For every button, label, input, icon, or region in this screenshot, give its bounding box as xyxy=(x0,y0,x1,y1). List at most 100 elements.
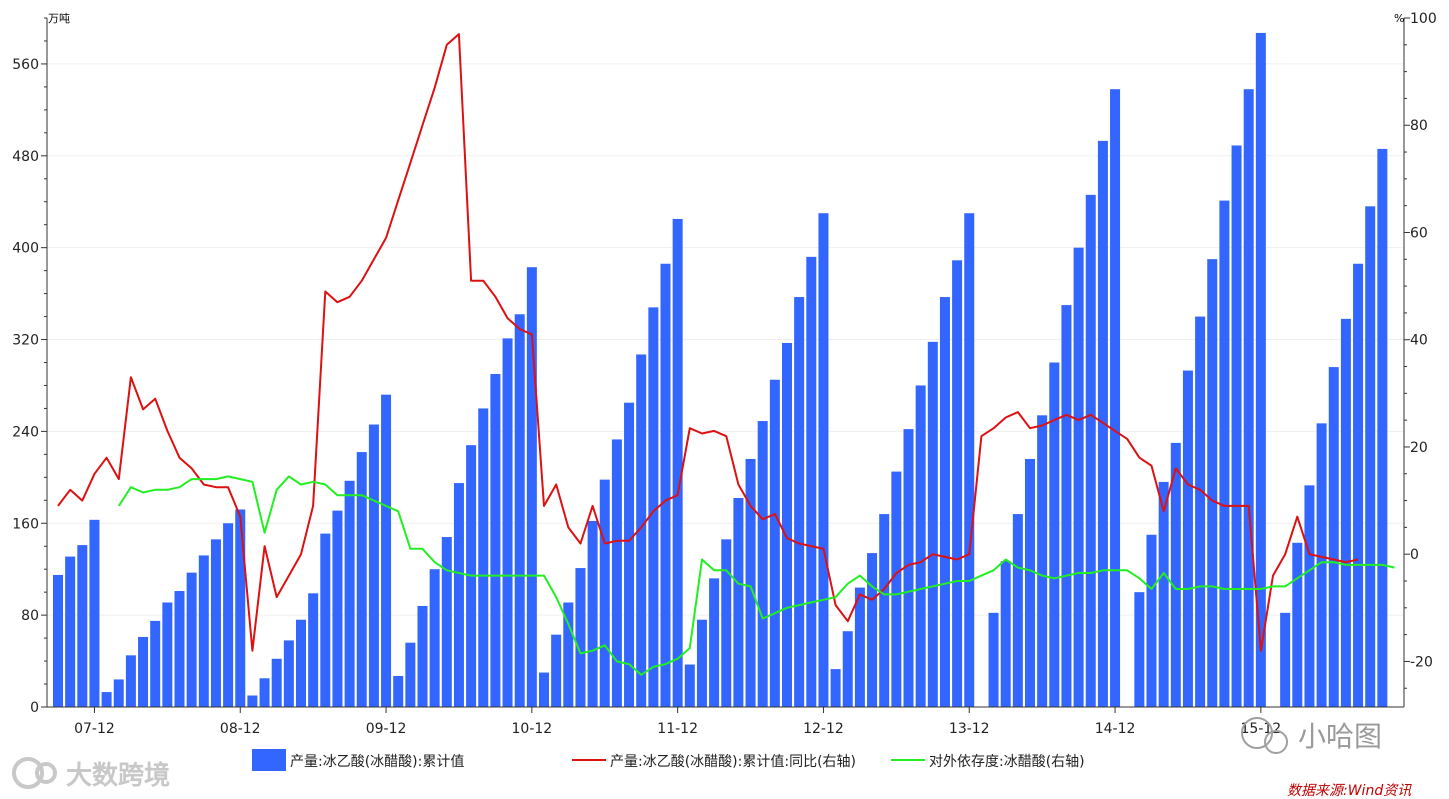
logo-icon-inner xyxy=(35,762,57,784)
bar xyxy=(757,421,768,707)
bar xyxy=(1207,259,1218,707)
legend-label-yoy: 产量:冰乙酸(冰醋酸):累计值:同比(右轴) xyxy=(610,754,856,770)
bar xyxy=(1061,305,1072,707)
svg-text:大数跨境: 大数跨境 xyxy=(66,760,170,791)
bar xyxy=(101,692,112,707)
bar xyxy=(1195,316,1206,707)
wechat-icon xyxy=(1241,717,1273,749)
bar xyxy=(308,593,319,707)
bar xyxy=(1049,362,1060,707)
dependency-line xyxy=(117,475,1395,676)
bar xyxy=(1134,592,1145,707)
bar xyxy=(1025,458,1035,707)
bar xyxy=(988,612,999,707)
bar xyxy=(283,640,294,707)
bar xyxy=(247,695,258,707)
bar xyxy=(794,297,805,707)
grid xyxy=(47,63,1404,616)
logo-icon xyxy=(12,757,44,789)
bar xyxy=(1073,247,1084,707)
legend-swatch-bar xyxy=(252,749,286,771)
bar xyxy=(1182,370,1193,707)
left-tick-label: 80 xyxy=(21,608,39,624)
bar xyxy=(223,523,234,707)
bar xyxy=(1170,442,1181,707)
bar xyxy=(660,263,671,707)
watermark-right: 小哈图 xyxy=(1241,717,1382,754)
bar xyxy=(709,578,720,707)
bar xyxy=(1292,542,1303,707)
bar xyxy=(210,539,221,707)
right-tick-label: 20 xyxy=(1410,440,1428,456)
bar xyxy=(296,619,306,707)
bar xyxy=(636,354,647,707)
data-source: 数据来源:Wind资讯 xyxy=(1287,783,1412,799)
bar xyxy=(733,498,744,707)
bar xyxy=(393,675,404,707)
bar xyxy=(1365,206,1376,707)
x-tick-label: 08-12 xyxy=(220,721,261,737)
watermark-left: 大数跨境 xyxy=(12,757,170,791)
right-axis-unit: % xyxy=(1394,12,1404,25)
yoy-line xyxy=(57,33,1359,652)
left-tick-label: 400 xyxy=(12,241,39,257)
x-tick-label: 07-12 xyxy=(74,721,115,737)
bar xyxy=(89,519,100,707)
bar xyxy=(721,539,732,707)
bar xyxy=(964,213,975,707)
left-tick-label: 480 xyxy=(12,149,39,165)
legend-label-bar: 产量:冰乙酸(冰醋酸):累计值 xyxy=(290,754,464,770)
x-tick-label: 14-12 xyxy=(1095,721,1136,737)
bar xyxy=(1340,318,1351,707)
bar-series xyxy=(53,32,1388,708)
bar xyxy=(344,480,355,707)
bar xyxy=(1316,423,1327,707)
bar xyxy=(696,619,707,707)
left-tick-label: 320 xyxy=(12,333,39,349)
bar xyxy=(927,341,938,707)
bar xyxy=(806,256,817,707)
bar xyxy=(854,587,865,707)
bar xyxy=(915,385,926,707)
bar xyxy=(113,679,124,707)
bar xyxy=(563,602,574,707)
bar xyxy=(514,314,525,707)
left-tick-label: 0 xyxy=(30,700,39,716)
bar xyxy=(648,307,659,707)
bar xyxy=(1377,148,1388,707)
bar xyxy=(1353,263,1364,707)
bar xyxy=(259,678,270,707)
bar xyxy=(65,556,76,707)
right-tick-label: -20 xyxy=(1410,654,1433,670)
bar xyxy=(125,655,136,707)
bar xyxy=(198,555,209,707)
svg-text:小哈图: 小哈图 xyxy=(1298,720,1382,753)
bar xyxy=(587,520,598,707)
left-axis-unit: 万吨 xyxy=(48,12,70,25)
x-tick-label: 11-12 xyxy=(657,721,698,737)
legend-label-dependency: 对外依存度:冰醋酸(右轴) xyxy=(929,754,1085,770)
bar xyxy=(939,297,950,707)
line-series xyxy=(57,33,1395,676)
bar xyxy=(1146,534,1157,707)
bar xyxy=(478,408,489,707)
bar xyxy=(368,424,379,707)
bar xyxy=(599,479,610,707)
x-tick-label: 13-12 xyxy=(949,721,990,737)
bar xyxy=(1012,514,1023,707)
left-tick-label: 240 xyxy=(12,424,39,440)
bar xyxy=(332,510,343,707)
bar xyxy=(551,634,562,707)
bar xyxy=(782,342,792,707)
bar xyxy=(53,574,63,707)
bar xyxy=(1219,200,1230,707)
bar xyxy=(745,458,756,707)
bar xyxy=(1255,32,1266,707)
x-axis-ticks: 07-12 08-12 09-12 10-12 11-12 12-12 13-12 14-12… xyxy=(74,707,1281,737)
bar xyxy=(356,452,367,707)
bar xyxy=(1000,561,1011,707)
bar xyxy=(381,394,392,707)
bar xyxy=(490,373,501,707)
bar xyxy=(1231,145,1242,708)
legend: 产量:冰乙酸(冰醋酸):累计值 产量:冰乙酸(冰醋酸):累计值:同比(右轴) 对… xyxy=(252,749,1085,771)
